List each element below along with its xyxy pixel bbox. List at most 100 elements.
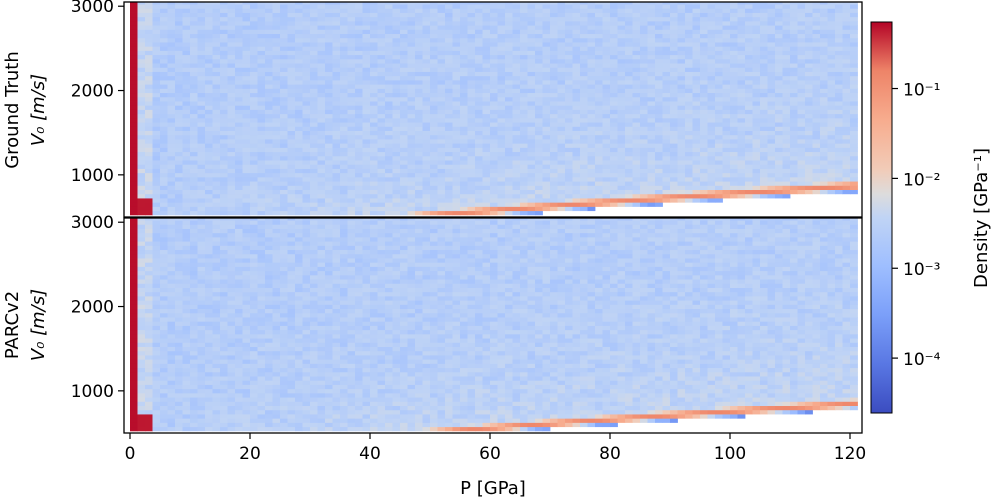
- heatmap-cell: [722, 29, 731, 35]
- heatmap-cell: [827, 134, 836, 140]
- heatmap-cell: [130, 206, 138, 212]
- heatmap-cell: [130, 67, 138, 72]
- heatmap-cell: [662, 181, 671, 186]
- heatmap-cell: [692, 139, 701, 144]
- heatmap-cell: [700, 58, 708, 64]
- heatmap-cell: [137, 20, 146, 26]
- heatmap-cell: [167, 50, 176, 56]
- heatmap-cell: [220, 16, 228, 22]
- heatmap-cell: [475, 206, 483, 212]
- heatmap-cell: [842, 71, 851, 77]
- heatmap-cell: [475, 113, 483, 119]
- heatmap-cell: [805, 164, 813, 169]
- heatmap-cell: [370, 117, 378, 123]
- heatmap-cell: [145, 63, 153, 68]
- heatmap-cell: [355, 37, 363, 43]
- heatmap-cell: [685, 117, 693, 123]
- heatmap-cell: [392, 176, 401, 182]
- heatmap-cell: [250, 168, 258, 174]
- heatmap-cell: [595, 151, 603, 157]
- heatmap-cell: [212, 117, 221, 123]
- heatmap-cell: [175, 164, 183, 169]
- heatmap-cell: [572, 147, 581, 153]
- heatmap-cell: [752, 189, 761, 195]
- heatmap-cell: [400, 67, 408, 72]
- heatmap-cell: [257, 181, 266, 186]
- heatmap-cell: [715, 96, 723, 102]
- heatmap-cell: [505, 206, 513, 212]
- heatmap-cell: [565, 63, 573, 68]
- heatmap-cell: [767, 54, 776, 60]
- heatmap-cell: [685, 12, 693, 18]
- heatmap-cell: [250, 134, 258, 140]
- heatmap-cell: [205, 172, 213, 178]
- heatmap-cell: [640, 16, 648, 22]
- heatmap-cell: [827, 105, 836, 110]
- heatmap-cell: [512, 160, 521, 165]
- heatmap-cell: [287, 168, 296, 174]
- heatmap-cell: [625, 122, 633, 127]
- heatmap-cell: [407, 160, 416, 165]
- heatmap-cell: [422, 168, 431, 174]
- heatmap-cell: [505, 151, 513, 157]
- heatmap-cell: [205, 92, 213, 98]
- heatmap-cell: [767, 63, 776, 68]
- heatmap-cell: [685, 130, 693, 136]
- heatmap-cell: [280, 206, 288, 212]
- heatmap-cell: [752, 151, 761, 157]
- heatmap-cell: [820, 50, 828, 56]
- heatmap-cell: [842, 122, 851, 127]
- heatmap-cell: [625, 155, 633, 161]
- heatmap-cell: [407, 122, 416, 127]
- heatmap-cell: [767, 122, 776, 127]
- heatmap-cell: [617, 25, 626, 30]
- heatmap-cell: [310, 63, 318, 68]
- heatmap-cell: [572, 92, 581, 98]
- heatmap-cell: [505, 84, 513, 89]
- heatmap-cell: [797, 130, 806, 136]
- heatmap-cell: [205, 63, 213, 68]
- heatmap-cell: [737, 71, 746, 77]
- heatmap-cell: [130, 262, 138, 267]
- heatmap-cell: [362, 126, 371, 131]
- heatmap-cell: [280, 42, 288, 47]
- heatmap-cell: [805, 25, 813, 30]
- heatmap-cell: [602, 105, 611, 110]
- heatmap-cell: [820, 130, 828, 136]
- heatmap-cell: [272, 198, 281, 203]
- heatmap-cell: [535, 4, 543, 9]
- heatmap-cell: [340, 101, 348, 106]
- heatmap-cell: [602, 37, 611, 43]
- heatmap-cell: [482, 58, 491, 64]
- heatmap-cell: [482, 168, 491, 174]
- heatmap-cell: [212, 79, 221, 85]
- heatmap-cell: [295, 12, 303, 18]
- heatmap-cell: [505, 164, 513, 169]
- heatmap-cell: [700, 172, 708, 178]
- heatmap-cell: [250, 202, 258, 207]
- heatmap-cell: [160, 67, 168, 72]
- heatmap-cell: [190, 20, 198, 26]
- heatmap-cell: [790, 168, 798, 174]
- heatmap-cells-parcv2: [130, 218, 858, 432]
- heatmap-cell: [302, 198, 311, 203]
- heatmap-cell: [257, 160, 266, 165]
- heatmap-cell: [145, 96, 153, 102]
- heatmap-cell: [707, 71, 716, 77]
- heatmap-cell: [385, 96, 393, 102]
- heatmap-cell: [685, 88, 693, 94]
- heatmap-cell: [527, 42, 536, 47]
- heatmap-cell: [265, 151, 273, 157]
- heatmap-cell: [385, 189, 393, 195]
- heatmap-cell: [385, 71, 393, 77]
- heatmap-cell: [190, 113, 198, 119]
- heatmap-cell: [610, 2, 618, 5]
- heatmap-cell: [670, 181, 678, 186]
- heatmap-cell: [550, 122, 558, 127]
- heatmap-cell: [670, 58, 678, 64]
- heatmap-cell: [737, 181, 746, 186]
- heatmap-cell: [662, 75, 671, 81]
- heatmap-cell: [812, 4, 821, 9]
- heatmap-cell: [197, 185, 206, 190]
- heatmap-cell: [655, 113, 663, 119]
